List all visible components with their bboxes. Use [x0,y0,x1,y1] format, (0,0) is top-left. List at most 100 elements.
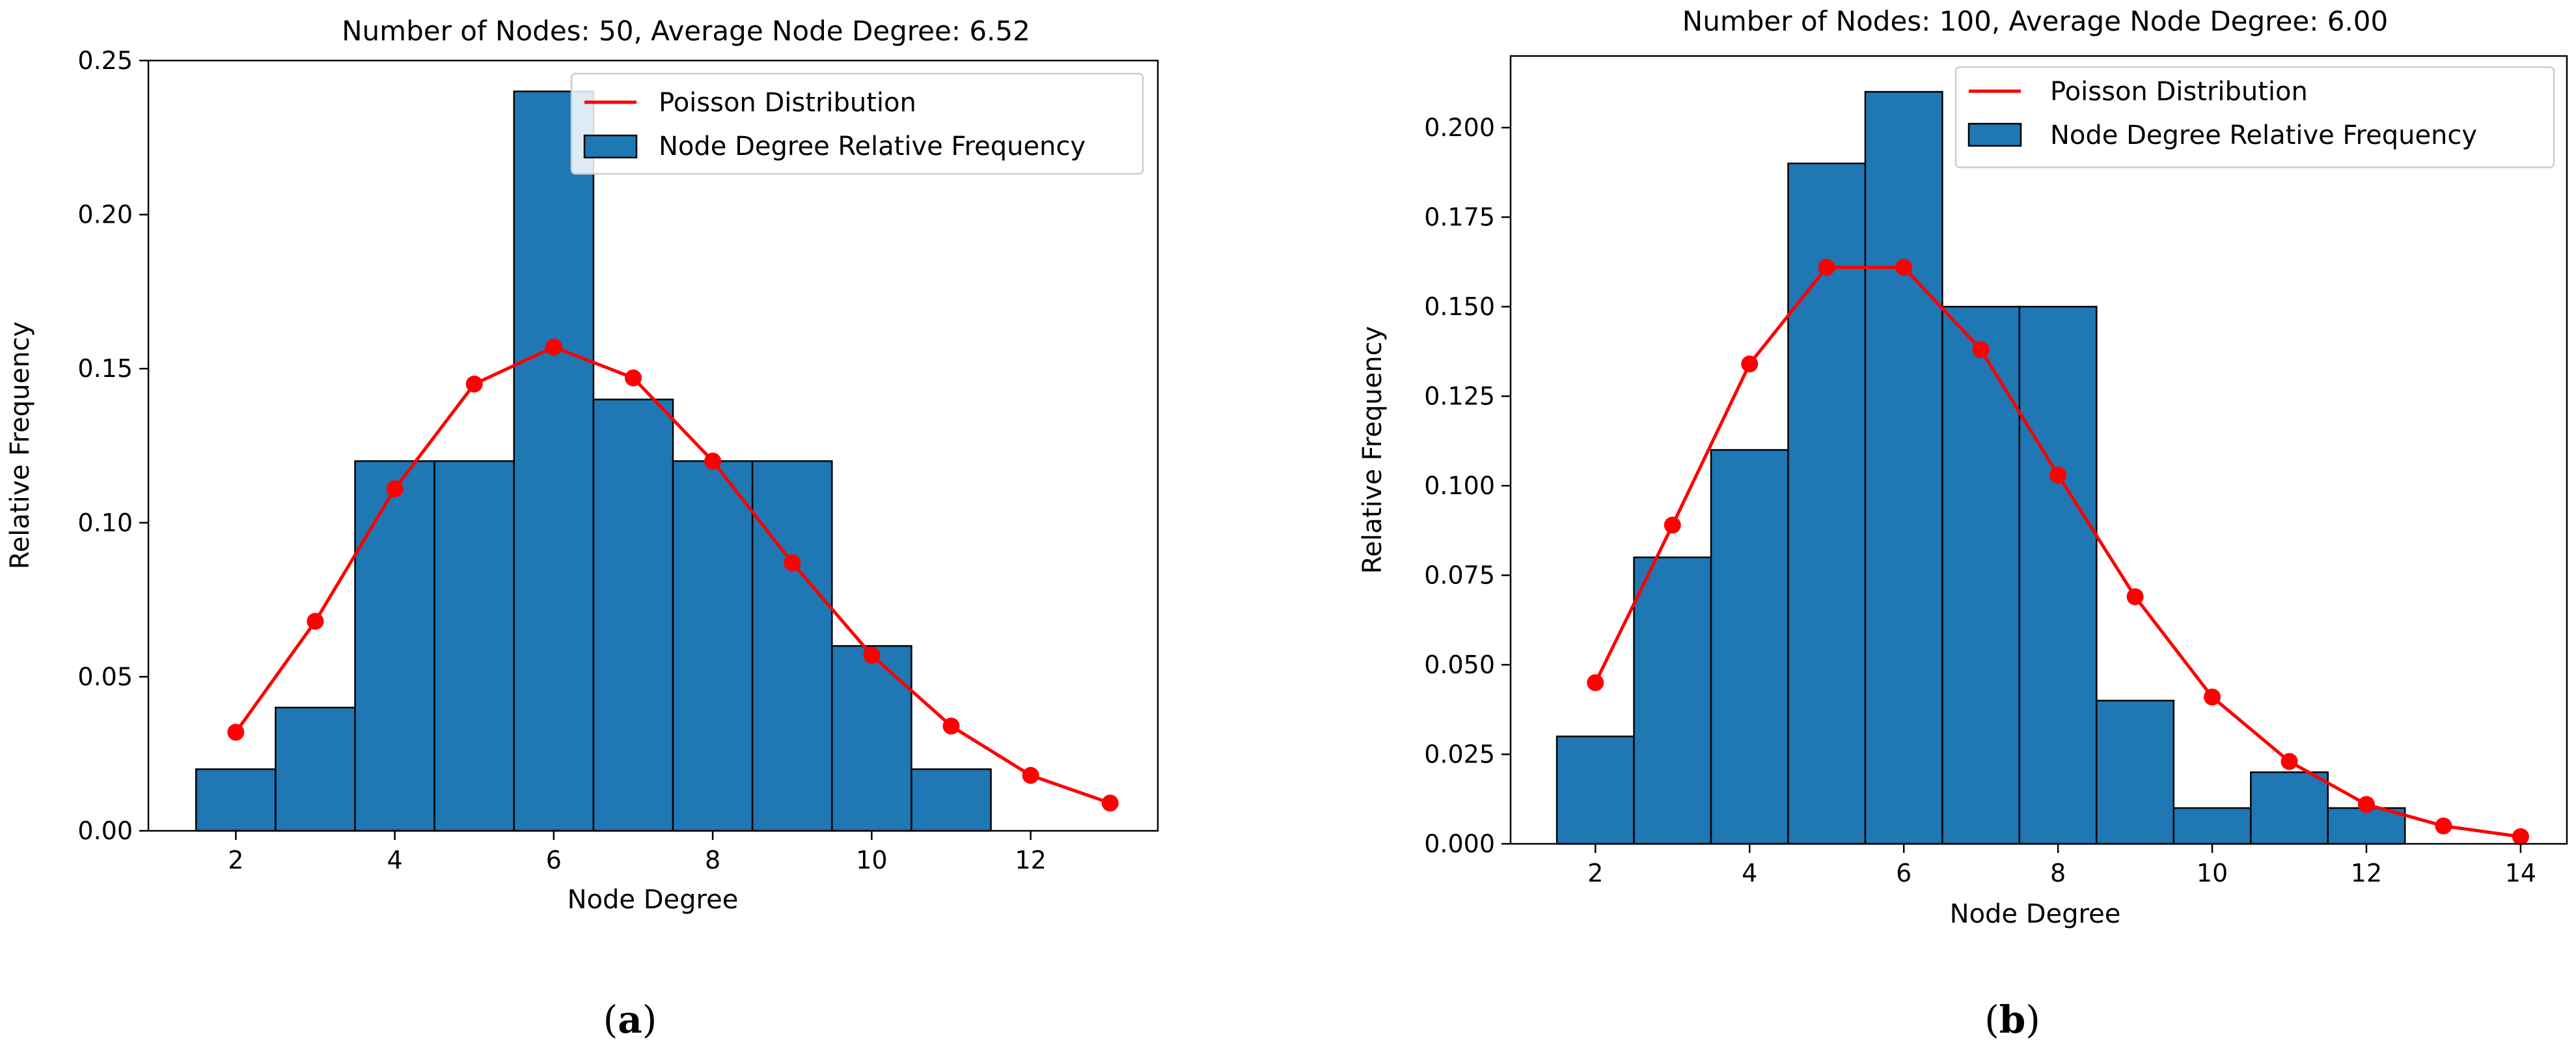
poisson-line [234,345,1111,805]
poisson-point-2 [1587,674,1604,691]
bar-degree-4 [354,460,435,832]
bar-degree-11 [2250,771,2329,845]
x-tick-label: 2 [1587,859,1603,887]
legend: Poisson Distribution Node Degree Relativ… [570,72,1144,175]
poisson-point-3 [307,613,324,630]
legend-swatch-frequency [583,134,638,159]
bar-degree-6 [513,91,595,832]
legend-label-poisson: Poisson Distribution [659,88,916,118]
x-tick-label: 12 [2351,859,2382,887]
legend: Poisson Distribution Node Degree Relativ… [1954,66,2555,169]
poisson-point-11 [2281,753,2298,770]
plot-area: 2 4 6 8 10 12 14 0.000 0.025 0.050 0.075 0.100 0.125… [1424,55,2568,887]
x-tick-label: 4 [387,846,402,874]
y-tick-label: 0.075 [1424,561,1495,590]
y-tick-label: 0.175 [1424,203,1495,232]
legend-label-poisson: Poisson Distribution [2050,77,2308,107]
poisson-point-6 [1895,258,1913,276]
poisson-point-13 [1101,794,1119,812]
x-tick-label: 2 [228,846,243,874]
axes-frame [1509,55,2568,845]
tick-layer: 2 4 6 8 10 12 0.00 0.05 0.10 0.15 0.20 0.25 [77,46,1046,874]
panel-caption: (a) [603,997,657,1042]
poisson-point-7 [1972,341,1990,358]
bar-degree-9 [2096,699,2175,845]
x-tick-label: 10 [856,846,887,874]
bar-layer [195,91,992,832]
poisson-point-12 [1022,766,1039,784]
legend-swatch-frequency [1967,122,2022,147]
legend-box [1954,66,2555,169]
chart-title: Number of Nodes: 50, Average Node Degree… [342,15,1030,47]
x-tick-label: 12 [1015,846,1046,874]
tick-layer: 2 4 6 8 10 12 14 0.000 0.025 0.050 0.075 0.100 0.125… [1424,113,2536,887]
y-tick-label: 0.00 [77,816,133,845]
bar-degree-2 [195,768,277,832]
chart-panel-a: Number of Nodes: 50, Average Node Degree… [5,15,1159,1042]
chart-title: Number of Nodes: 100, Average Node Degre… [1682,5,2388,37]
poisson-point-9 [784,554,801,572]
bar-degree-9 [751,460,833,832]
y-tick-label: 0.25 [77,46,133,75]
bar-degree-7 [1941,305,2021,845]
y-tick-label: 0.15 [77,354,133,383]
axes-frame [147,59,1159,832]
poisson-point-4 [386,480,404,497]
poisson-point-10 [2204,688,2221,706]
y-tick-label: 0.000 [1424,830,1495,858]
poisson-point-10 [863,647,881,664]
bar-degree-10 [831,645,912,832]
x-tick-label: 6 [546,846,562,874]
y-axis-label: Relative Frequency [5,322,35,570]
panel-caption: (b) [1984,997,2040,1042]
poisson-point-6 [545,339,562,356]
bar-degree-11 [911,768,992,832]
x-tick-label: 14 [2505,859,2536,887]
y-tick-label: 0.150 [1424,292,1495,321]
bar-degree-6 [1864,91,1943,845]
legend-label-frequency: Node Degree Relative Frequency [2050,120,2477,150]
poisson-point-14 [2512,828,2529,845]
panel-caption-letter: a [618,997,642,1042]
y-tick-label: 0.10 [77,509,133,537]
poisson-point-5 [465,375,483,393]
x-axis-label: Node Degree [1950,899,2121,929]
bar-degree-4 [1710,449,1789,845]
bar-degree-10 [2172,807,2252,845]
poisson-point-12 [2357,796,2375,813]
poisson-point-7 [624,369,642,387]
bar-degree-5 [433,460,515,832]
bar-degree-2 [1555,735,1635,845]
bar-degree-8 [672,460,754,832]
y-tick-label: 0.05 [77,662,133,691]
poisson-point-9 [2126,588,2144,606]
y-tick-label: 0.125 [1424,382,1495,411]
x-tick-label: 10 [2197,859,2228,887]
legend-box [570,72,1144,175]
y-tick-label: 0.20 [77,201,133,229]
poisson-point-2 [227,723,245,741]
y-tick-label: 0.050 [1424,650,1495,679]
poisson-line-layer [227,339,1119,812]
bar-degree-8 [2018,305,2098,845]
y-tick-label: 0.100 [1424,471,1495,500]
poisson-point-8 [704,453,722,470]
x-tick-label: 8 [705,846,720,874]
bar-degree-7 [592,398,674,832]
legend-label-frequency: Node Degree Relative Frequency [659,132,1086,161]
bar-layer [1555,91,2406,845]
plot-area: 2 4 6 8 10 12 0.00 0.05 0.10 0.15 0.20 0.25 [77,46,1159,874]
chart-panel-b: Number of Nodes: 100, Average Node Degre… [1358,5,2568,1042]
y-tick-label: 0.200 [1424,113,1495,142]
bar-degree-3 [1633,556,1712,845]
poisson-point-3 [1664,516,1681,534]
poisson-point-8 [2049,466,2067,484]
poisson-point-4 [1741,356,1759,372]
x-tick-label: 6 [1896,859,1911,887]
poisson-point-13 [2435,817,2452,835]
poisson-point-5 [1818,258,1835,276]
y-axis-label: Relative Frequency [1358,326,1388,574]
y-tick-label: 0.025 [1424,740,1495,769]
